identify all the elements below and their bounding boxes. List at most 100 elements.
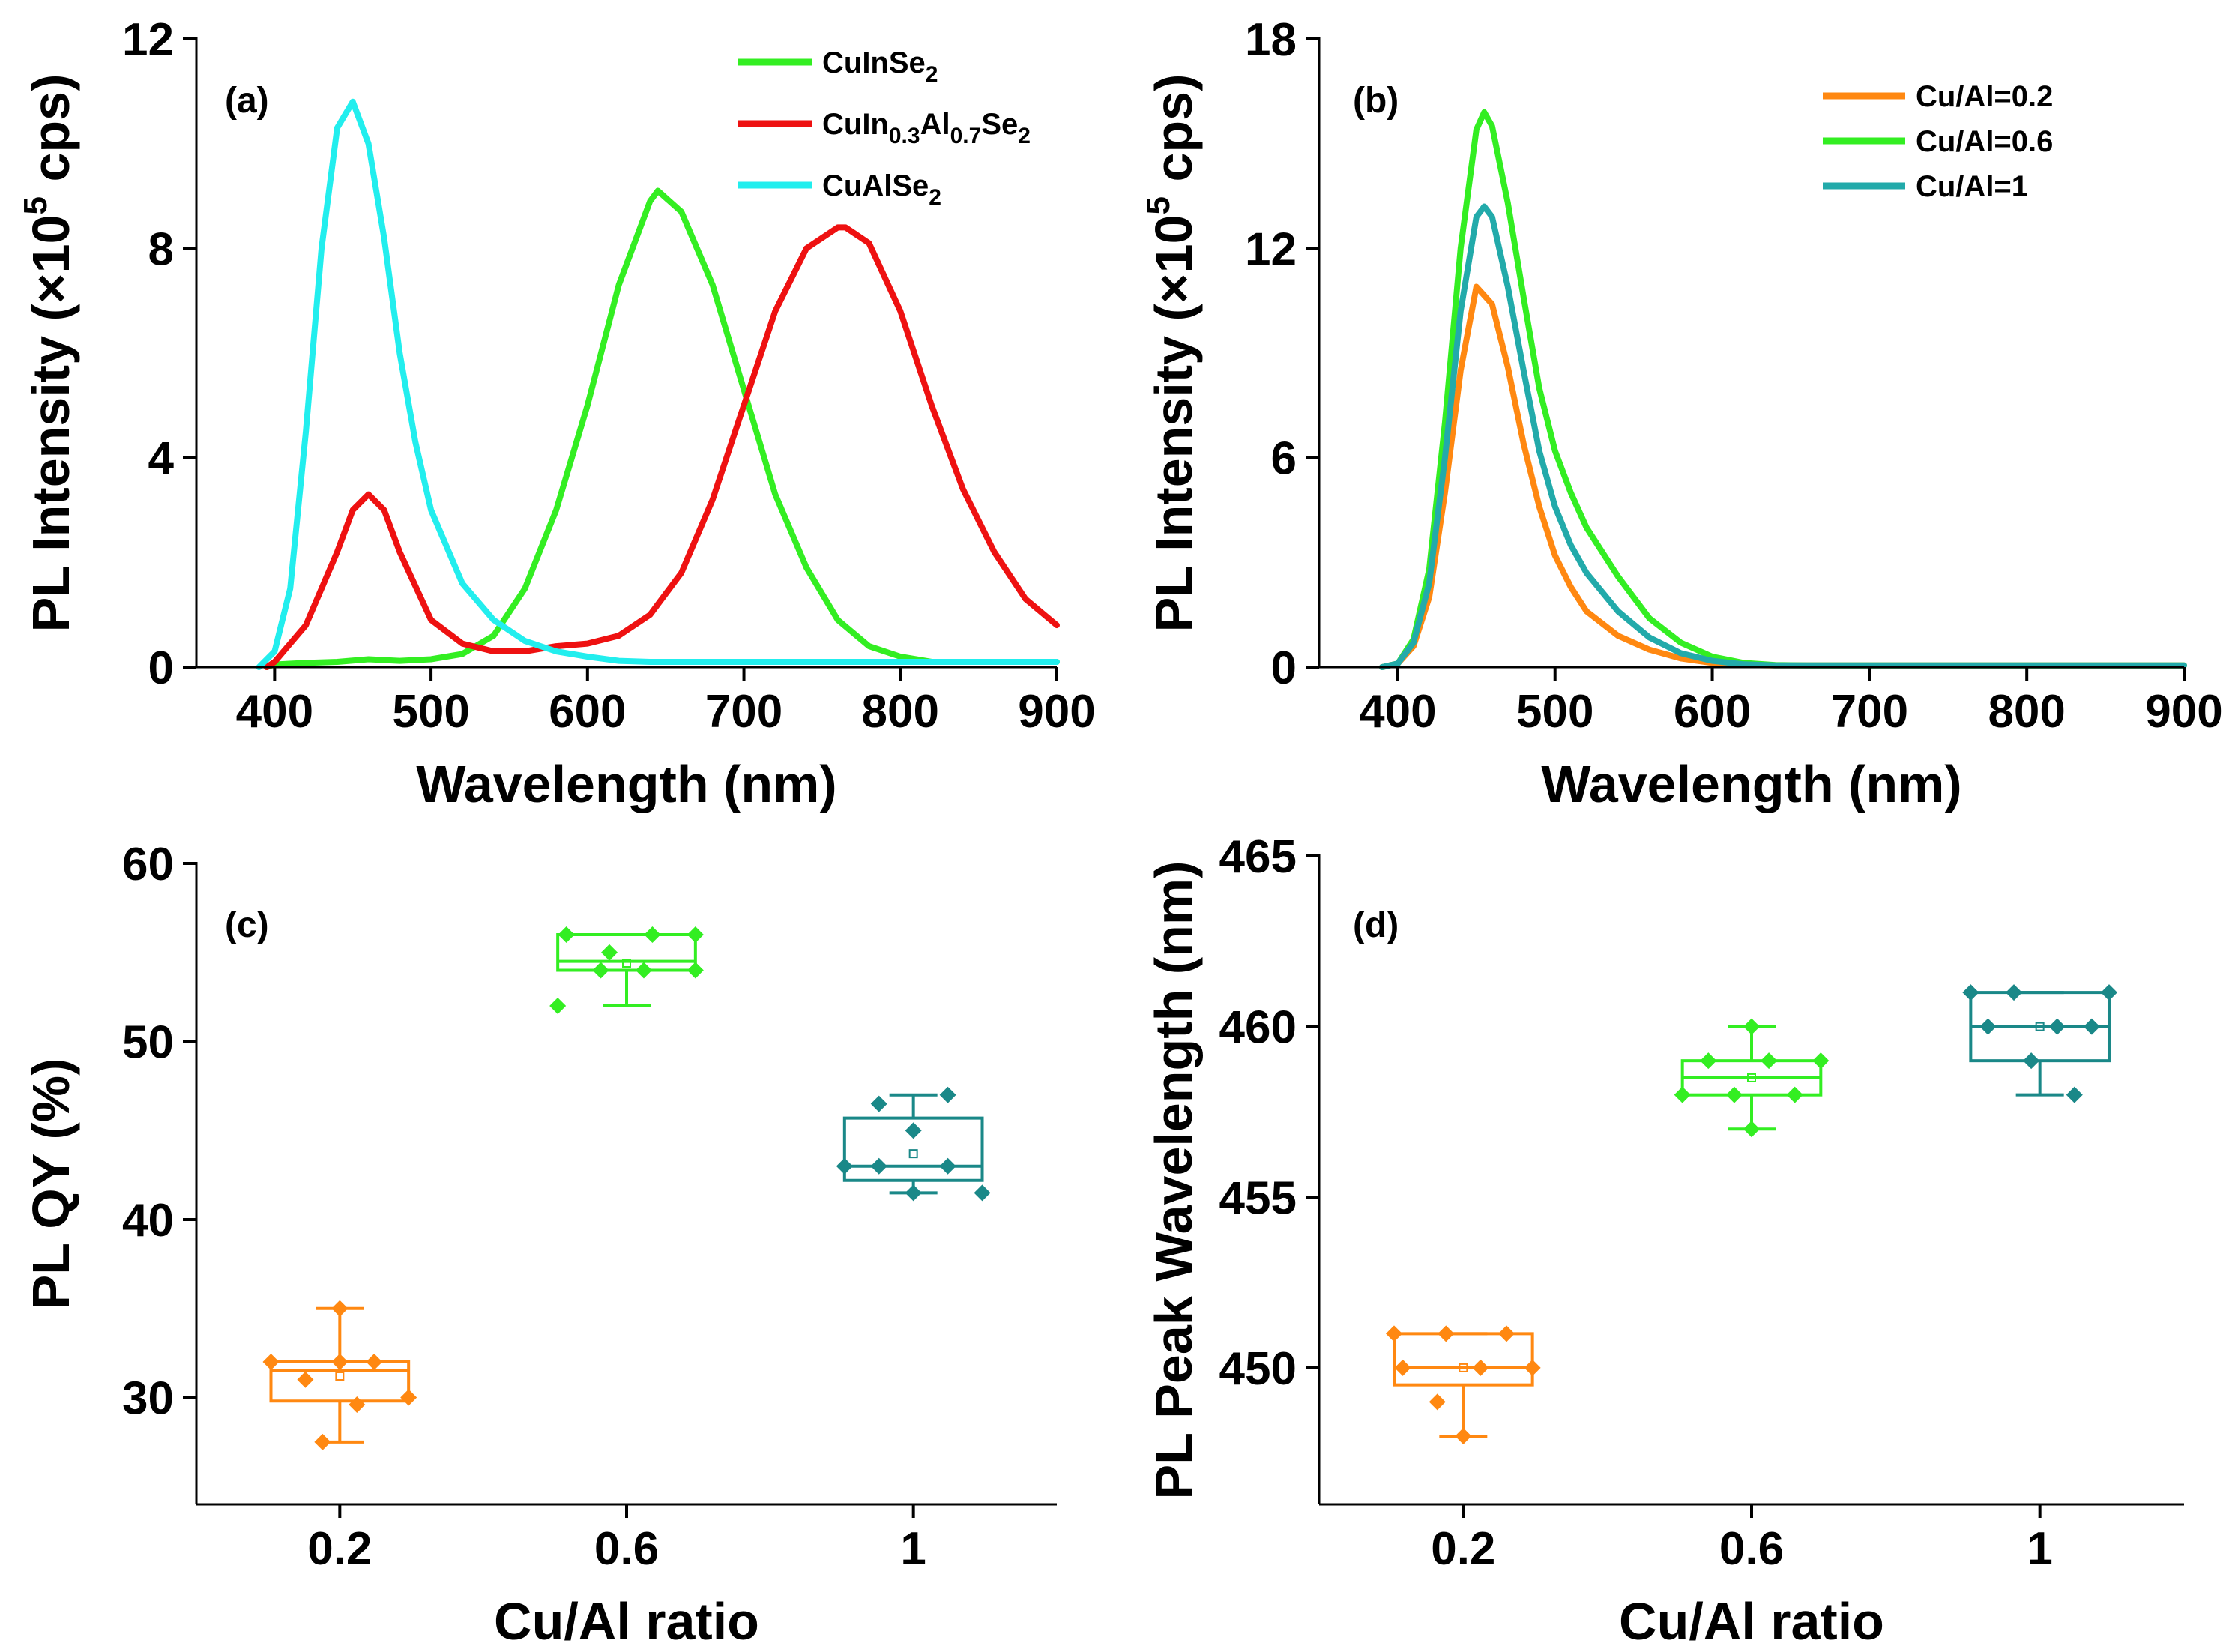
data-point: [2023, 1052, 2040, 1070]
mean-marker: [335, 1372, 345, 1381]
data-point: [1524, 1359, 1541, 1376]
y-axis-label: PL Intensity (×105 cps): [1140, 74, 1203, 633]
data-point: [939, 1086, 956, 1103]
x-tick-label: 900: [1018, 686, 1095, 738]
panel-d: 450 455 460 465 0.2 0.6 1 (d) Cu/Al ratio PL Peak…: [1144, 831, 2184, 1651]
x-tick-label: 700: [705, 686, 782, 738]
data-point: [939, 1157, 956, 1175]
x-axis-label: Cu/Al ratio: [494, 1592, 759, 1651]
x-axis-label: Cu/Al ratio: [1619, 1592, 1884, 1651]
panel-label: (c): [225, 905, 269, 945]
x-tick-label: 500: [1516, 686, 1593, 738]
data-point: [2048, 1018, 2066, 1035]
legend-label-part: CuIn: [822, 108, 889, 141]
y-tick-label: 8: [148, 223, 174, 275]
legend-label-part: 2: [1018, 124, 1031, 148]
legend-label-CuInSe2: CuInSe2: [822, 46, 938, 87]
legend-label-part: CuInSe: [822, 46, 926, 79]
y-tick-label: 460: [1219, 1002, 1297, 1054]
data-point: [905, 1184, 922, 1202]
data-point: [905, 1122, 922, 1139]
data-point: [2066, 1086, 2083, 1103]
data-point: [2083, 1018, 2100, 1035]
y-axis-label-unit: cps): [1144, 74, 1203, 196]
x-tick-label: 1: [900, 1523, 926, 1575]
y-tick-label: 450: [1219, 1343, 1297, 1395]
x-tick-label: 900: [2145, 686, 2222, 738]
data-point: [1761, 1052, 1778, 1070]
mean-marker: [1459, 1363, 1468, 1372]
data-point: [297, 1371, 314, 1388]
data-point: [262, 1354, 280, 1370]
x-tick-label: 0.6: [594, 1523, 659, 1575]
y-axis-label-main: PL Intensity (×10: [22, 214, 80, 632]
y-tick-label: 18: [1245, 14, 1297, 66]
y-tick-label: 455: [1219, 1172, 1297, 1224]
series-line-Cu/Al=1: [1378, 203, 2187, 670]
x-axis-label: Wavelength (nm): [1541, 755, 1961, 813]
mean-marker: [1747, 1073, 1756, 1082]
y-tick-label: 465: [1219, 831, 1297, 883]
x-tick-label: 800: [862, 686, 939, 738]
data-point: [836, 1157, 853, 1175]
data-point: [1429, 1393, 1446, 1411]
x-tick-label: 0.6: [1719, 1523, 1784, 1575]
legend-label-part: 0.3: [889, 124, 920, 148]
legend-label-part: CuAlSe: [822, 169, 929, 202]
legend-label-Cu/Al=1: Cu/Al=1: [1916, 170, 2028, 203]
series-line-CuAlSe2: [256, 98, 1060, 670]
data-point: [2100, 984, 2117, 1001]
data-point: [349, 1396, 366, 1413]
y-axis-label: PL Peak Wavelength (nm): [1144, 861, 1203, 1500]
data-point: [1962, 984, 1979, 1001]
data-point: [1700, 1052, 1717, 1070]
y-tick-label: 12: [122, 14, 174, 66]
panel-c: 30 40 50 60 0.2 0.6 1 (c) Cu/Al ratio PL QY (%): [22, 839, 1057, 1651]
y-tick-label: 60: [122, 839, 174, 890]
y-axis-label-unit: cps): [22, 74, 80, 196]
box-rect: [842, 1116, 984, 1182]
data-point: [1386, 1325, 1403, 1342]
data-point: [974, 1184, 991, 1202]
data-point: [601, 944, 618, 961]
data-point: [558, 926, 575, 943]
y-tick-label: 0: [1271, 642, 1297, 694]
data-point: [1743, 1121, 1760, 1138]
box-0.6: [1674, 1018, 1830, 1138]
series-line-CuIn0.3Al0.7Se2: [263, 224, 1060, 670]
x-tick-label: 400: [1359, 686, 1436, 738]
x-tick-label: 600: [549, 686, 626, 738]
data-point: [1455, 1427, 1472, 1444]
y-axis-label-main: PL Intensity (×10: [1144, 214, 1203, 632]
mean-marker: [908, 1149, 918, 1159]
data-point: [592, 962, 609, 979]
x-tick-label: 800: [1988, 686, 2065, 738]
data-point: [1979, 1018, 1997, 1035]
mean-marker: [2035, 1022, 2045, 1031]
legend-label-part: 2: [926, 62, 938, 87]
y-tick-label: 30: [122, 1373, 174, 1425]
y-tick-label: 12: [1245, 223, 1297, 275]
panel-label: (a): [225, 81, 269, 121]
x-axis-label: Wavelength (nm): [416, 755, 836, 813]
y-tick-label: 4: [148, 433, 175, 485]
legend-label-part: 0.7: [950, 124, 982, 148]
x-tick-label: 700: [1831, 686, 1908, 738]
data-point: [314, 1433, 331, 1450]
legend-label-part: Se: [981, 108, 1018, 141]
legend-label-part: Cu/Al=0.6: [1916, 125, 2053, 158]
data-point: [1472, 1359, 1489, 1376]
legend-label-part: 2: [929, 185, 941, 210]
data-point: [1438, 1325, 1455, 1342]
x-tick-label: 0.2: [307, 1523, 372, 1575]
x-tick-label: 500: [392, 686, 469, 738]
data-point: [870, 1095, 887, 1112]
data-point: [400, 1389, 417, 1406]
data-point: [331, 1354, 349, 1370]
legend-label-part: Al: [920, 108, 950, 141]
data-point: [1394, 1359, 1411, 1376]
legend-label-part: Cu/Al=0.2: [1916, 80, 2053, 113]
